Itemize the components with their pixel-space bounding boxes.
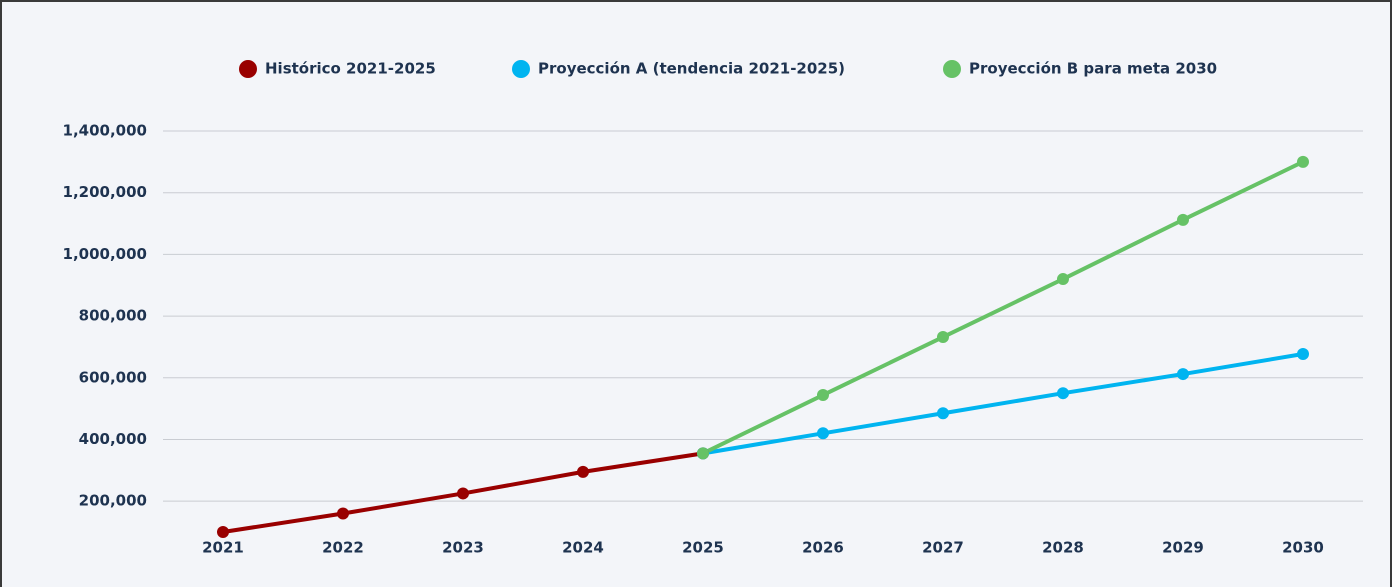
data-point: [1297, 155, 1309, 168]
series-line: [702, 352, 1304, 456]
legend-swatch: [512, 60, 530, 78]
y-tick-label: 400,000: [79, 430, 147, 448]
y-tick-label: 1,400,000: [63, 122, 147, 140]
y-tick-label: 200,000: [79, 492, 147, 510]
x-tick-label: 2029: [1162, 539, 1204, 557]
data-point: [457, 487, 469, 500]
legend-label: Histórico 2021-2025: [265, 60, 436, 78]
legend-label: Proyección B para meta 2030: [969, 60, 1217, 78]
data-point: [937, 331, 949, 344]
x-tick-label: 2026: [802, 539, 844, 557]
x-tick-label: 2025: [682, 539, 724, 557]
y-tick-label: 800,000: [79, 307, 147, 325]
legend-swatch: [943, 60, 961, 78]
legend-swatch: [239, 60, 257, 78]
data-point: [1057, 273, 1069, 286]
data-point: [217, 526, 229, 538]
data-point: [1297, 348, 1309, 361]
x-tick-label: 2027: [922, 539, 964, 557]
legend-label: Proyección A (tendencia 2021-2025): [538, 60, 845, 78]
series-line: [702, 160, 1304, 456]
x-tick-label: 2028: [1042, 539, 1084, 557]
x-tick-label: 2030: [1282, 539, 1324, 557]
data-point: [1177, 213, 1189, 226]
data-point: [337, 507, 349, 520]
data-point: [697, 447, 709, 460]
data-point: [817, 389, 829, 402]
y-tick-label: 1,200,000: [63, 183, 147, 201]
x-tick-label: 2024: [562, 539, 604, 557]
data-point: [937, 407, 949, 420]
x-tick-label: 2022: [322, 539, 364, 557]
data-point: [1177, 368, 1189, 381]
y-tick-label: 600,000: [79, 368, 147, 386]
x-tick-label: 2021: [202, 539, 244, 557]
x-tick-label: 2023: [442, 539, 484, 557]
y-tick-label: 1,000,000: [63, 245, 147, 263]
data-point: [577, 465, 589, 478]
data-point: [817, 427, 829, 440]
data-point: [1057, 387, 1069, 400]
